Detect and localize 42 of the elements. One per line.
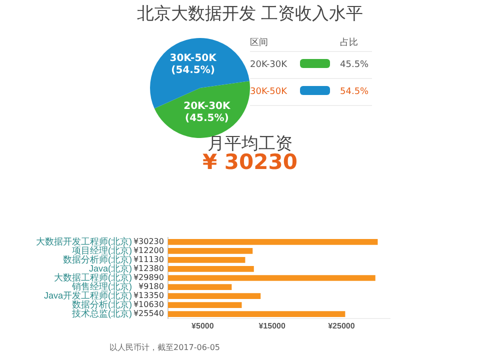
text: 45.5% bbox=[340, 60, 370, 70]
y-tick-label: Java(北京) bbox=[88, 263, 132, 274]
data-label: (54.5%) bbox=[171, 64, 215, 76]
data-label: ¥30230 bbox=[133, 236, 164, 246]
x-tick-label: ¥5000 bbox=[192, 322, 214, 331]
data-label: (45.5%) bbox=[185, 113, 229, 124]
bar bbox=[168, 257, 246, 263]
bar bbox=[168, 248, 253, 254]
data-label: ¥29890 bbox=[133, 273, 164, 282]
slice-label: 30K-50K bbox=[170, 52, 218, 64]
y-tick-label: 数据分析(北京) bbox=[72, 300, 132, 310]
bar bbox=[168, 293, 261, 299]
data-label: ¥25540 bbox=[133, 309, 164, 318]
data-label: ¥12200 bbox=[133, 246, 164, 256]
data-label: ¥9180 bbox=[138, 282, 164, 292]
bar bbox=[168, 302, 242, 308]
data-label: ¥11130 bbox=[133, 255, 164, 264]
y-tick-label: 销售经理(北京) bbox=[70, 282, 132, 292]
text: 以人民币计，截至2017-06-05 bbox=[108, 342, 220, 353]
bar bbox=[168, 275, 376, 281]
text: 占比 bbox=[340, 36, 359, 49]
slice-label: 20K-30K bbox=[184, 101, 232, 112]
y-tick-label: 大数据工程师(北京) bbox=[54, 272, 132, 282]
data-label: ¥13350 bbox=[133, 291, 164, 300]
y-tick-label: 项目经理(北京) bbox=[72, 245, 132, 256]
bar bbox=[168, 284, 232, 290]
legend-label: 20K-30K bbox=[250, 60, 288, 70]
legend-title: 区间 bbox=[250, 36, 269, 49]
data-label: ¥10630 bbox=[133, 300, 164, 310]
y-tick-label: 数据分析师(北京) bbox=[62, 254, 132, 264]
bar bbox=[168, 238, 378, 245]
x-tick-label: ¥25000 bbox=[328, 322, 356, 331]
legend-label: 30K-50K bbox=[250, 87, 288, 97]
bar bbox=[168, 266, 254, 272]
data-label: ¥12380 bbox=[133, 264, 164, 274]
y-tick-label: Java开发工程师(北京) bbox=[44, 290, 132, 301]
bar bbox=[168, 311, 346, 318]
y-tick-label: 大数据开发工程师(北京) bbox=[36, 236, 132, 246]
chart-title: 北京大数据开发 工资收入水平 bbox=[136, 3, 364, 25]
y-tick-label: 技术总监(北京) bbox=[70, 308, 132, 319]
x-tick-label: ¥15000 bbox=[258, 322, 286, 331]
text: 54.5% bbox=[340, 87, 370, 97]
